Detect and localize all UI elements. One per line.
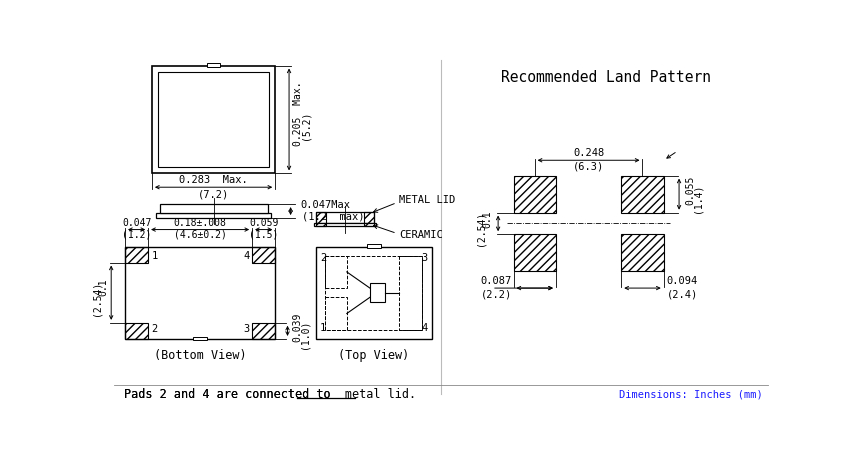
Text: Recommended Land Pattern: Recommended Land Pattern xyxy=(501,70,711,85)
Text: Pads 2 and 4 are connected to  metal lid.: Pads 2 and 4 are connected to metal lid. xyxy=(124,388,415,401)
Bar xyxy=(125,247,148,263)
Bar xyxy=(325,256,422,330)
Bar xyxy=(364,212,374,226)
Text: 2: 2 xyxy=(151,324,157,334)
Text: 0.055: 0.055 xyxy=(685,176,695,205)
Text: 0.047Max: 0.047Max xyxy=(301,200,351,210)
Bar xyxy=(367,244,381,248)
Text: (2.2): (2.2) xyxy=(481,289,512,299)
Text: 0.18±.008: 0.18±.008 xyxy=(174,218,226,229)
Text: (1.2): (1.2) xyxy=(122,230,151,240)
Text: CERAMIC: CERAMIC xyxy=(399,230,443,240)
Text: (Top View): (Top View) xyxy=(338,349,409,362)
Text: 0.087: 0.087 xyxy=(481,276,512,286)
Bar xyxy=(207,63,220,67)
Text: 1: 1 xyxy=(151,251,157,261)
Text: 0.1: 0.1 xyxy=(98,279,108,296)
Bar xyxy=(125,323,148,339)
Text: (6.3): (6.3) xyxy=(573,162,605,171)
Bar xyxy=(316,212,326,226)
Text: 4: 4 xyxy=(421,323,427,333)
Text: 2: 2 xyxy=(320,252,326,263)
Text: (1.0): (1.0) xyxy=(299,319,309,349)
Bar xyxy=(156,213,272,218)
Bar xyxy=(513,234,556,271)
Text: 0.205  Max.: 0.205 Max. xyxy=(293,81,304,146)
Bar xyxy=(158,72,269,167)
Bar xyxy=(194,337,207,341)
Text: (1.4): (1.4) xyxy=(692,183,702,213)
Bar xyxy=(252,323,275,339)
Bar xyxy=(316,247,432,339)
Text: (1.5): (1.5) xyxy=(249,230,279,240)
Text: 0.047: 0.047 xyxy=(122,218,151,229)
Bar xyxy=(621,234,664,271)
Text: Pads 2 and 4 are connected to: Pads 2 and 4 are connected to xyxy=(124,388,344,401)
Text: Dimensions: Inches (mm): Dimensions: Inches (mm) xyxy=(619,389,763,399)
Text: 0.283  Max.: 0.283 Max. xyxy=(179,176,248,185)
Bar xyxy=(325,297,347,330)
Text: 4: 4 xyxy=(243,251,249,261)
Text: 3: 3 xyxy=(243,324,249,334)
Text: 0.039: 0.039 xyxy=(292,313,302,342)
Bar xyxy=(621,176,664,212)
Text: (Bottom View): (Bottom View) xyxy=(154,349,247,362)
Text: 0.1: 0.1 xyxy=(482,210,492,228)
Text: 3: 3 xyxy=(421,252,427,263)
Text: (2.4): (2.4) xyxy=(666,289,698,299)
Bar xyxy=(370,284,385,302)
Text: (2.54): (2.54) xyxy=(475,211,485,246)
Bar xyxy=(252,247,275,263)
Text: 0.248: 0.248 xyxy=(573,148,605,158)
Bar xyxy=(160,204,267,213)
Bar xyxy=(399,256,422,330)
Bar xyxy=(325,256,347,288)
Text: 1: 1 xyxy=(320,323,326,333)
Bar xyxy=(316,212,374,223)
Text: (4.6±0.2): (4.6±0.2) xyxy=(174,230,226,240)
Text: 0.094: 0.094 xyxy=(666,276,698,286)
Bar xyxy=(314,223,376,226)
Text: (2.54): (2.54) xyxy=(91,280,101,316)
Text: (5.2): (5.2) xyxy=(301,111,311,140)
Text: 0.059: 0.059 xyxy=(249,218,279,229)
Bar xyxy=(125,247,275,339)
Text: (1.2  max): (1.2 max) xyxy=(302,212,365,221)
Bar xyxy=(152,66,275,173)
Text: (7.2): (7.2) xyxy=(198,189,230,199)
Text: METAL LID: METAL LID xyxy=(399,195,456,205)
Bar xyxy=(513,176,556,212)
